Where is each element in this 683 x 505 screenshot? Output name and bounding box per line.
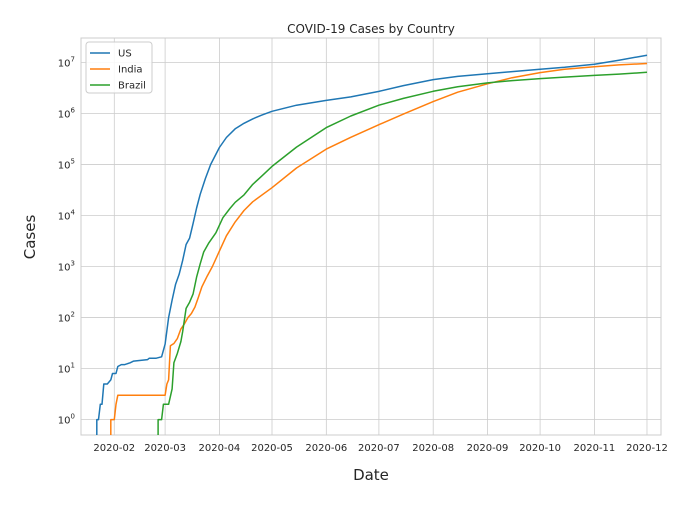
y-tick-label: 104 — [58, 208, 76, 222]
plot-frame — [80, 37, 662, 436]
x-tick-label: 2020-08 — [412, 443, 454, 454]
series-line-brazil — [157, 71, 648, 435]
y-axis-label: Cases — [21, 215, 39, 260]
x-tick-labels: 2020-02 2020-03 2020-04 2020-05 2020-06 2020-… — [93, 443, 667, 454]
x-tick-label: 2020-11 — [574, 443, 616, 454]
y-tick-labels: 100 101 102 103 104 105 106 107 — [58, 55, 76, 426]
chart-title: COVID-19 Cases by Country — [287, 22, 455, 36]
x-tick-label: 2020-07 — [358, 443, 400, 454]
legend-frame — [85, 41, 153, 94]
grid — [81, 38, 661, 435]
series-layer — [96, 54, 648, 435]
series-line-us — [96, 54, 648, 435]
x-tick-label: 2020-10 — [519, 443, 561, 454]
y-tick-label: 103 — [58, 260, 75, 274]
y-tick-label: 105 — [58, 157, 75, 171]
x-tick-label: 2020-12 — [626, 443, 668, 454]
x-tick-label: 2020-03 — [144, 443, 186, 454]
legend-label-us: US — [118, 49, 132, 60]
y-tick-label: 106 — [58, 106, 76, 120]
series-line-india — [110, 62, 648, 435]
y-tick-label: 107 — [58, 55, 75, 69]
x-tick-label: 2020-02 — [93, 443, 135, 454]
x-tick-label: 2020-06 — [305, 443, 347, 454]
y-tick-label: 100 — [58, 413, 75, 427]
x-tick-label: 2020-09 — [467, 443, 509, 454]
legend: US India Brazil — [85, 41, 153, 94]
legend-label-brazil: Brazil — [118, 81, 146, 92]
y-tick-label: 102 — [58, 311, 75, 325]
x-axis-label: Date — [353, 466, 389, 484]
legend-label-india: India — [118, 65, 143, 76]
x-tick-label: 2020-05 — [251, 443, 293, 454]
x-tick-label: 2020-04 — [199, 443, 241, 454]
y-tick-label: 101 — [58, 362, 75, 376]
legend-items: US India Brazil — [90, 49, 146, 92]
plot-background — [81, 38, 661, 435]
